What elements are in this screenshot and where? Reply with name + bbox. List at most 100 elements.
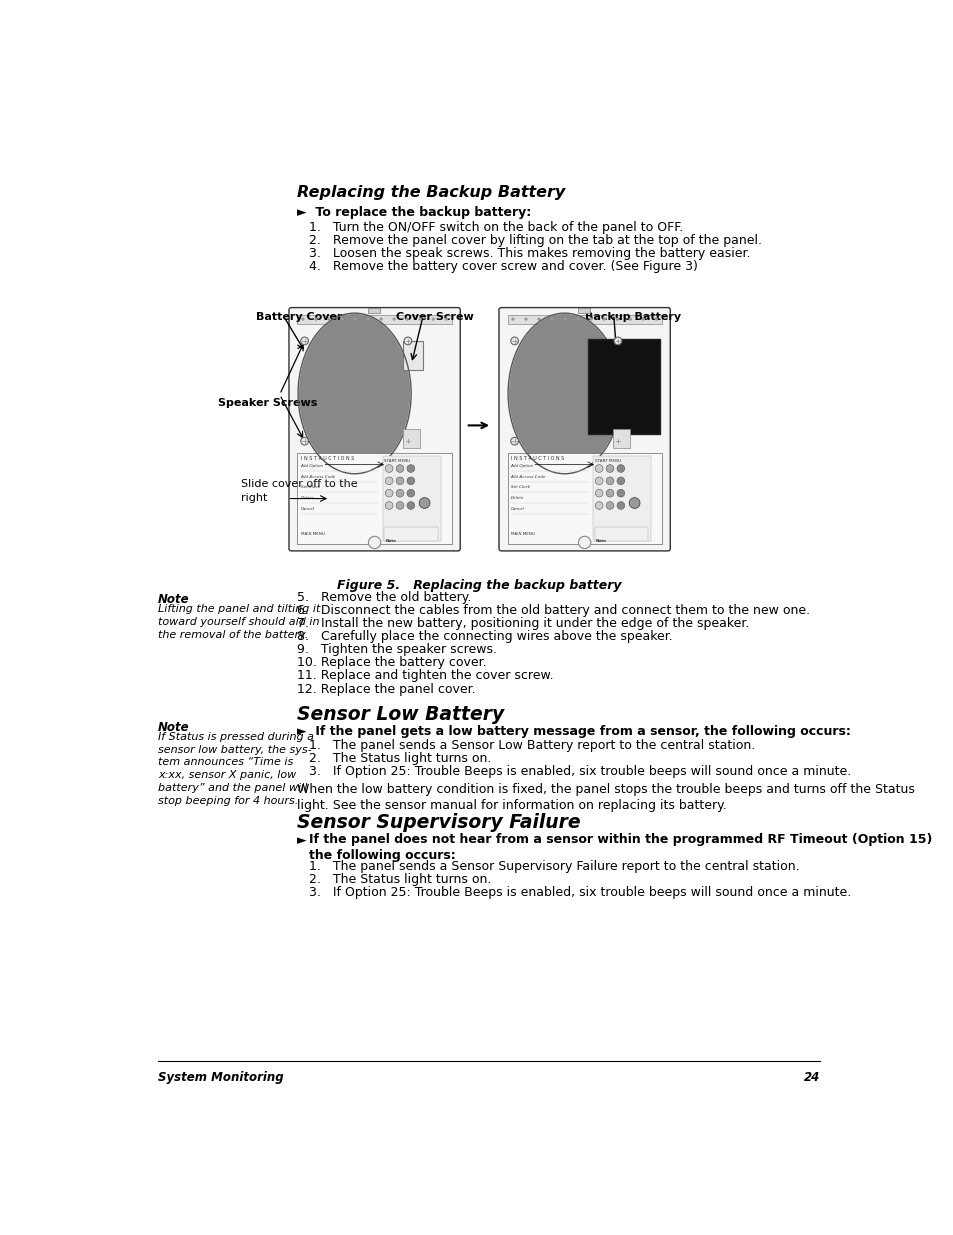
Text: 12. Replace the panel cover.: 12. Replace the panel cover. bbox=[297, 683, 476, 695]
Circle shape bbox=[407, 464, 415, 472]
Circle shape bbox=[595, 489, 602, 496]
Circle shape bbox=[367, 319, 369, 320]
Circle shape bbox=[510, 437, 518, 445]
Circle shape bbox=[395, 477, 403, 484]
Text: Figure 5.   Replacing the backup battery: Figure 5. Replacing the backup battery bbox=[337, 579, 621, 593]
Text: Note: Note bbox=[386, 540, 396, 543]
Text: Backup Battery: Backup Battery bbox=[584, 312, 680, 322]
Bar bbox=[587, 338, 659, 433]
Bar bbox=[297, 315, 452, 324]
Text: Replacing the Backup Battery: Replacing the Backup Battery bbox=[297, 185, 565, 200]
Circle shape bbox=[602, 319, 604, 320]
Bar bbox=[384, 527, 437, 541]
Text: Battery Cover: Battery Cover bbox=[256, 312, 342, 322]
Text: Set Clock: Set Clock bbox=[510, 485, 529, 489]
Circle shape bbox=[595, 477, 602, 484]
Circle shape bbox=[605, 501, 613, 509]
Text: START MENU: START MENU bbox=[384, 459, 410, 463]
Circle shape bbox=[605, 464, 613, 472]
Circle shape bbox=[385, 464, 393, 472]
Text: Sensor Low Battery: Sensor Low Battery bbox=[297, 705, 504, 724]
Text: 10. Replace the battery cover.: 10. Replace the battery cover. bbox=[297, 656, 487, 669]
Circle shape bbox=[341, 319, 342, 320]
Circle shape bbox=[655, 319, 657, 320]
Ellipse shape bbox=[509, 315, 619, 472]
Circle shape bbox=[302, 319, 304, 320]
Bar bbox=[507, 453, 661, 543]
Circle shape bbox=[419, 319, 420, 320]
Circle shape bbox=[616, 319, 618, 320]
Text: System Monitoring: System Monitoring bbox=[158, 1071, 283, 1083]
Text: MAIN MENU: MAIN MENU bbox=[300, 531, 324, 536]
FancyBboxPatch shape bbox=[498, 308, 670, 551]
Text: Add Option: Add Option bbox=[300, 464, 323, 468]
Circle shape bbox=[551, 319, 553, 320]
Circle shape bbox=[537, 319, 539, 320]
Text: 2.   The Status light turns on.: 2. The Status light turns on. bbox=[309, 873, 491, 885]
Text: 3.   If Option 25: Trouble Beeps is enabled, six trouble beeps will sound once a: 3. If Option 25: Trouble Beeps is enable… bbox=[309, 885, 850, 899]
Text: Cancel: Cancel bbox=[510, 508, 524, 511]
Text: 6.   Disconnect the cables from the old battery and connect them to the new one.: 6. Disconnect the cables from the old ba… bbox=[297, 604, 810, 618]
Text: Set Clock: Set Clock bbox=[300, 485, 319, 489]
Text: If the panel does not hear from a sensor within the programmed RF Timeout (Optio: If the panel does not hear from a sensor… bbox=[309, 834, 931, 862]
Circle shape bbox=[395, 501, 403, 509]
Text: Lifting the panel and tilting it
toward yourself should aid in
the removal of th: Lifting the panel and tilting it toward … bbox=[158, 604, 320, 640]
FancyBboxPatch shape bbox=[289, 308, 459, 551]
Circle shape bbox=[385, 489, 393, 496]
Circle shape bbox=[432, 319, 434, 320]
Circle shape bbox=[354, 319, 355, 320]
Text: 4.   Remove the battery cover screw and cover. (See Figure 3): 4. Remove the battery cover screw and co… bbox=[309, 259, 698, 273]
Circle shape bbox=[407, 501, 415, 509]
Text: ►: ► bbox=[297, 834, 315, 846]
Circle shape bbox=[595, 501, 602, 509]
Circle shape bbox=[385, 477, 393, 484]
Bar bbox=[594, 527, 647, 541]
Circle shape bbox=[314, 319, 316, 320]
Text: 8.   Carefully place the connecting wires above the speaker.: 8. Carefully place the connecting wires … bbox=[297, 630, 673, 643]
Text: Speaker Screws: Speaker Screws bbox=[217, 399, 316, 409]
Bar bbox=[507, 315, 661, 324]
Text: 2.   The Status light turns on.: 2. The Status light turns on. bbox=[309, 752, 491, 764]
Circle shape bbox=[300, 337, 308, 345]
Text: When the low battery condition is fixed, the panel stops the trouble beeps and t: When the low battery condition is fixed,… bbox=[297, 783, 915, 813]
Text: ►  If the panel gets a low battery message from a sensor, the following occurs:: ► If the panel gets a low battery messag… bbox=[297, 725, 850, 739]
Circle shape bbox=[614, 437, 621, 445]
Circle shape bbox=[300, 437, 308, 445]
Text: 24: 24 bbox=[802, 1071, 819, 1083]
Circle shape bbox=[524, 319, 526, 320]
Bar bbox=[613, 430, 629, 448]
Text: 1.   Turn the ON/OFF switch on the back of the panel to OFF.: 1. Turn the ON/OFF switch on the back of… bbox=[309, 221, 682, 233]
Circle shape bbox=[404, 337, 412, 345]
Text: Delete: Delete bbox=[510, 496, 523, 500]
Circle shape bbox=[641, 319, 643, 320]
Circle shape bbox=[617, 464, 624, 472]
Text: Note: Note bbox=[158, 721, 190, 734]
Circle shape bbox=[605, 477, 613, 484]
Bar bbox=[593, 456, 651, 541]
Circle shape bbox=[590, 319, 592, 320]
Text: Add Access Code: Add Access Code bbox=[510, 474, 545, 479]
Circle shape bbox=[563, 319, 565, 320]
Bar bbox=[368, 309, 380, 312]
Circle shape bbox=[368, 536, 380, 548]
Text: I N S T R U C T I O N S: I N S T R U C T I O N S bbox=[300, 456, 354, 461]
Text: Add Option: Add Option bbox=[510, 464, 533, 468]
Text: Add Access Code: Add Access Code bbox=[300, 474, 335, 479]
Text: Note: Note bbox=[596, 540, 606, 543]
Bar bbox=[382, 456, 441, 541]
Circle shape bbox=[578, 536, 590, 548]
Bar bbox=[297, 453, 452, 543]
Ellipse shape bbox=[299, 315, 409, 472]
Circle shape bbox=[395, 489, 403, 496]
Text: 5.   Remove the old battery.: 5. Remove the old battery. bbox=[297, 592, 472, 604]
Circle shape bbox=[614, 337, 621, 345]
Circle shape bbox=[510, 337, 518, 345]
Circle shape bbox=[395, 464, 403, 472]
Text: MAIN MENU: MAIN MENU bbox=[510, 531, 534, 536]
Bar bbox=[402, 341, 422, 369]
Text: Note: Note bbox=[158, 593, 190, 606]
Text: 2.   Remove the panel cover by lifting on the tab at the top of the panel.: 2. Remove the panel cover by lifting on … bbox=[309, 233, 761, 247]
Text: Sensor Supervisory Failure: Sensor Supervisory Failure bbox=[297, 814, 580, 832]
Text: Slide cover off to the
right: Slide cover off to the right bbox=[241, 479, 357, 503]
Circle shape bbox=[418, 498, 430, 509]
